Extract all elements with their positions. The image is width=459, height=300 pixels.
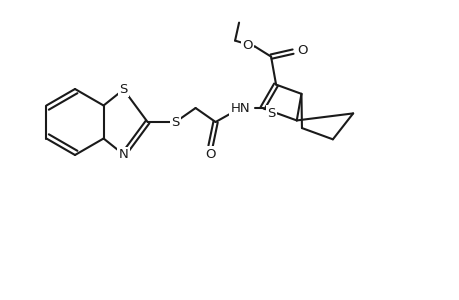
Text: O: O xyxy=(241,39,252,52)
Text: S: S xyxy=(171,116,179,128)
Text: HN: HN xyxy=(230,101,250,115)
Text: N: N xyxy=(118,148,128,161)
Text: O: O xyxy=(296,44,307,57)
Text: S: S xyxy=(119,83,128,96)
Text: O: O xyxy=(205,148,215,160)
Text: S: S xyxy=(267,107,275,120)
